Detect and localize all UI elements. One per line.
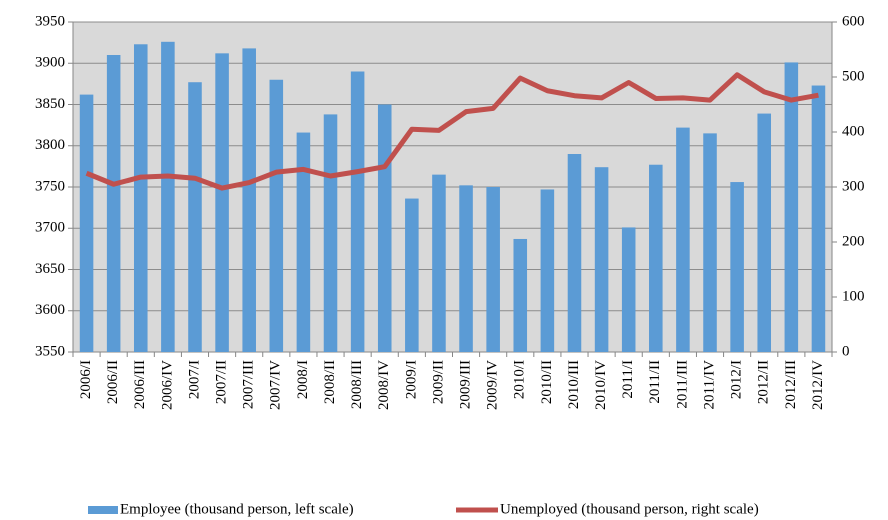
x-tick-label: 2011/II — [647, 360, 663, 404]
y2-tick-label: 600 — [842, 13, 865, 29]
x-tick-label: 2006/III — [132, 360, 148, 409]
x-tick-label: 2007/I — [186, 360, 202, 399]
x-tick-label: 2011/I — [620, 360, 636, 399]
y-tick-label: 3700 — [35, 220, 65, 236]
y-tick-label: 3800 — [35, 137, 65, 153]
x-tick-label: 2007/III — [241, 360, 257, 409]
x-tick-label: 2010/I — [512, 360, 528, 399]
line — [85, 72, 819, 191]
y2-tick-label: 100 — [842, 288, 865, 304]
y-tick-label: 3650 — [35, 261, 65, 277]
bar — [486, 187, 500, 352]
bar — [594, 167, 609, 352]
x-tick-label: 2012/II — [756, 360, 772, 404]
bar — [323, 114, 338, 353]
x-tick-label: 2008/IV — [376, 360, 392, 410]
legend-label: Employee (thousand person, left scale) — [120, 501, 354, 517]
x-tick-label: 2011/III — [674, 360, 690, 409]
bar — [730, 182, 744, 352]
y2-tick-label: 500 — [842, 68, 865, 84]
bar — [106, 55, 121, 352]
bar — [567, 154, 582, 352]
bar — [540, 189, 555, 352]
bar — [79, 94, 94, 352]
bar — [215, 53, 229, 352]
y2-tick-label: 400 — [842, 123, 865, 139]
bar — [621, 227, 636, 352]
bar — [811, 85, 826, 353]
bar — [296, 132, 311, 352]
bar — [513, 238, 528, 352]
x-tick-label: 2008/I — [295, 360, 311, 399]
x-tick-label: 2012/IV — [810, 360, 826, 410]
y-tick-label: 3600 — [35, 302, 65, 318]
x-tick-label: 2010/III — [566, 360, 582, 409]
bar — [405, 198, 419, 352]
bar — [269, 79, 284, 352]
y2-tick-label: 200 — [842, 233, 865, 249]
y2-tick-label: 300 — [842, 178, 865, 194]
bar — [377, 104, 392, 352]
bar — [676, 127, 690, 352]
bar — [757, 113, 772, 352]
x-tick-label: 2010/II — [539, 360, 555, 404]
y-tick-label: 3950 — [35, 13, 65, 29]
bar — [242, 48, 256, 353]
x-tick-label: 2009/I — [403, 360, 419, 399]
bar — [459, 185, 473, 352]
x-tick-label: 2008/III — [349, 360, 365, 409]
legend-swatch — [88, 506, 118, 514]
bar — [649, 164, 663, 352]
x-tick-label: 2007/II — [214, 360, 230, 404]
bar — [133, 44, 148, 353]
y-tick-label: 3550 — [35, 343, 65, 359]
legend-label: Unemployed (thousand person, right scale… — [500, 501, 759, 517]
x-tick-label: 2009/IV — [485, 360, 501, 410]
x-tick-label: 2012/I — [729, 360, 745, 399]
x-tick-label: 2008/II — [322, 360, 338, 404]
bar — [161, 41, 175, 353]
bar — [350, 71, 365, 352]
y-tick-label: 3850 — [35, 96, 65, 112]
x-tick-label: 2012/III — [783, 360, 799, 409]
x-tick-label: 2006/II — [105, 360, 121, 404]
x-tick-label: 2006/IV — [159, 360, 175, 410]
y2-tick-label: 0 — [842, 343, 850, 359]
x-tick-label: 2006/I — [78, 360, 94, 399]
x-tick-label: 2010/IV — [593, 360, 609, 410]
y-tick-label: 3900 — [35, 55, 65, 71]
bar — [703, 133, 717, 352]
y-tick-label: 3750 — [35, 178, 65, 194]
x-tick-label: 2007/IV — [268, 360, 284, 410]
bar — [188, 82, 202, 352]
bar — [784, 62, 799, 353]
x-tick-label: 2009/II — [430, 360, 446, 404]
x-tick-label: 2011/IV — [701, 360, 717, 410]
x-tick-label: 2009/III — [457, 360, 473, 409]
bar — [432, 174, 446, 352]
